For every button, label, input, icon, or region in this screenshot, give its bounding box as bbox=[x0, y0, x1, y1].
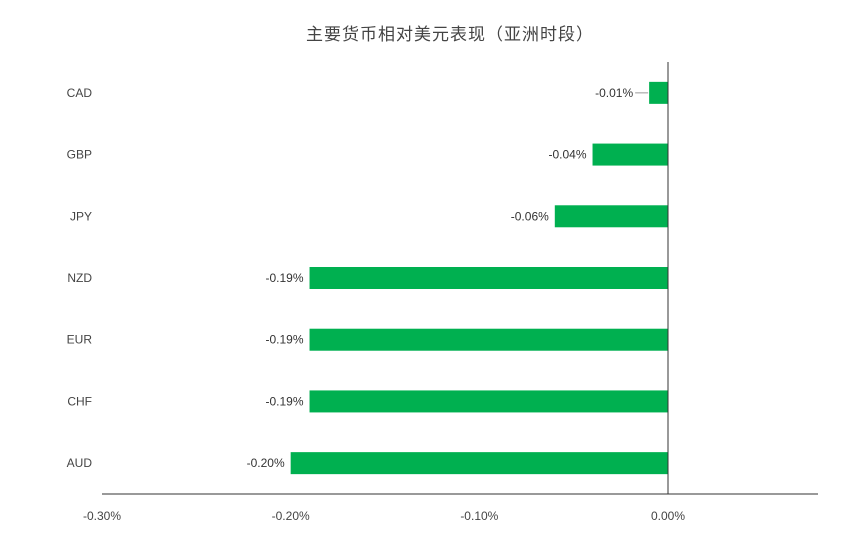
x-tick-label: -0.30% bbox=[83, 509, 121, 523]
data-label-chf: -0.19% bbox=[266, 394, 304, 408]
bars-layer bbox=[290, 81, 668, 475]
bar-nzd bbox=[309, 267, 668, 289]
bar-jpy bbox=[554, 205, 668, 228]
bar-eur bbox=[309, 328, 668, 351]
data-label-gbp: -0.04% bbox=[549, 148, 587, 162]
category-label-jpy: JPY bbox=[70, 209, 92, 223]
category-label-eur: EUR bbox=[67, 333, 93, 347]
data-label-aud: -0.20% bbox=[247, 456, 285, 470]
bar-chf bbox=[309, 390, 668, 413]
axes-layer: -0.30% -0.20% -0.10% 0.00% bbox=[83, 62, 818, 523]
labels-layer: CAD -0.01% GBP -0.04% JPY -0.06% NZD -0.19% EUR -… bbox=[67, 86, 649, 470]
chart-title: 主要货币相对美元表现（亚洲时段） bbox=[306, 25, 594, 45]
category-label-aud: AUD bbox=[67, 456, 93, 470]
x-tick-label: 0.00% bbox=[651, 509, 685, 523]
category-label-gbp: GBP bbox=[67, 148, 92, 162]
x-tick-label: -0.10% bbox=[460, 509, 498, 523]
x-tick-label: -0.20% bbox=[272, 509, 310, 523]
data-label-cad: -0.01% bbox=[595, 86, 633, 100]
category-label-chf: CHF bbox=[67, 394, 92, 408]
category-label-nzd: NZD bbox=[67, 271, 92, 285]
data-label-eur: -0.19% bbox=[266, 333, 304, 347]
category-label-cad: CAD bbox=[67, 86, 93, 100]
bar-gbp bbox=[592, 143, 668, 166]
data-label-nzd: -0.19% bbox=[266, 271, 304, 285]
bar-cad bbox=[649, 81, 668, 104]
data-label-jpy: -0.06% bbox=[511, 209, 549, 223]
bar-aud bbox=[290, 452, 668, 475]
